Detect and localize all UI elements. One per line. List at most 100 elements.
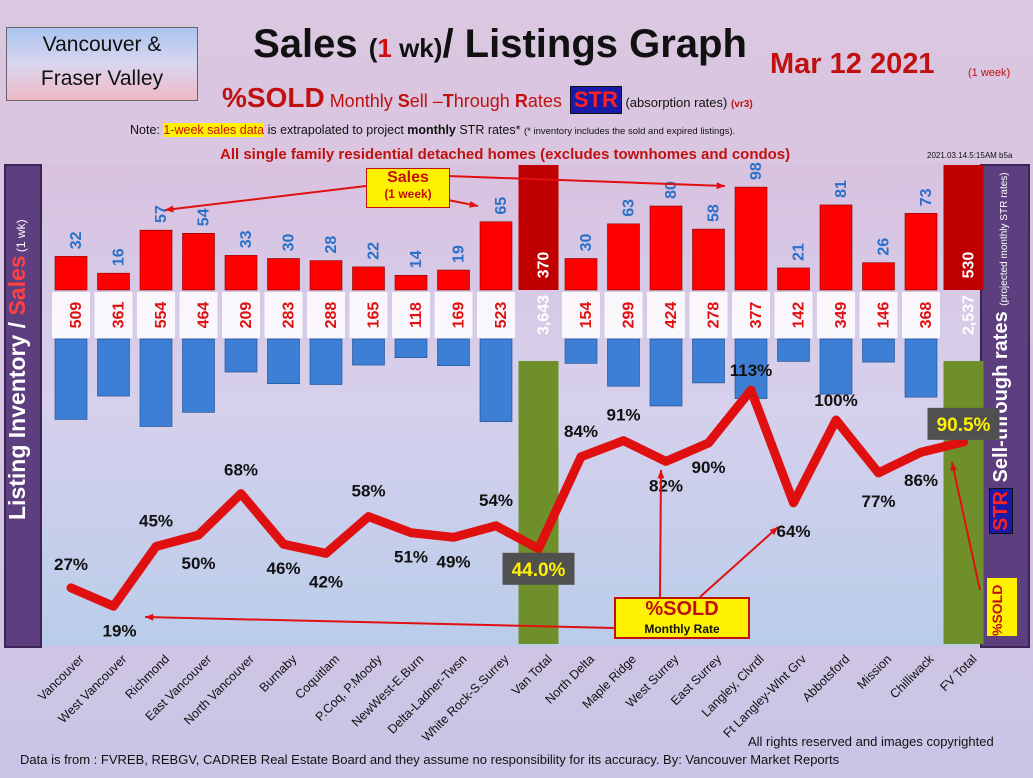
- sales-count-label: 65: [493, 197, 510, 215]
- inventory-label-bg: [137, 292, 175, 338]
- inventory-label-bg: [264, 292, 303, 338]
- pct-label: 50%: [181, 554, 215, 573]
- bar-sales: [649, 205, 683, 291]
- sales-count-label: 30: [578, 234, 595, 252]
- right-axis-sold-box: [987, 578, 1017, 636]
- bar-inventory: [862, 338, 895, 363]
- report-date: Mar 12 2021: [770, 48, 935, 80]
- inventory-label-bg: [477, 292, 515, 338]
- chart-scope: All single family residential detached h…: [220, 146, 790, 163]
- inventory-label-bg: [52, 292, 90, 338]
- bar-sales: [309, 260, 343, 291]
- pct-label: 91%: [606, 406, 640, 425]
- bar-inventory: [352, 338, 385, 366]
- subtitle-absorption: (absorption rates): [621, 95, 731, 110]
- timestamp: 2021.03.14.5:15AM b5a: [927, 151, 1013, 160]
- total-pct-box: [927, 407, 1000, 440]
- sales-count-label: 33: [238, 230, 255, 248]
- sold-annotation-sub: Monthly Rate: [644, 622, 720, 636]
- sales-count-label: 26: [876, 238, 893, 256]
- inventory-count-label: 209: [238, 302, 255, 329]
- pct-label: 27%: [54, 555, 88, 574]
- title-part-sales: Sales: [253, 22, 358, 66]
- bar-inventory: [97, 338, 130, 397]
- sales-count-label: 28: [323, 236, 340, 254]
- bar-inventory: [904, 338, 938, 398]
- title-part-open: (: [368, 33, 378, 63]
- inventory-count-label: 464: [196, 302, 213, 329]
- inventory-label-bg: [604, 292, 643, 338]
- sales-count-label: 16: [111, 248, 128, 266]
- bar-sales: [479, 221, 513, 291]
- chart-note: Note: 1-week sales data is extrapolated …: [130, 123, 735, 137]
- subtitle-text-4: ates: [527, 91, 562, 111]
- inventory-count-label: 154: [578, 302, 595, 329]
- bar-sales: [564, 258, 598, 291]
- sales-count-label: 80: [663, 181, 680, 199]
- bar-sales: [139, 229, 173, 291]
- annotation-arrow-line: [699, 526, 779, 598]
- inventory-count-label: 118: [408, 302, 425, 328]
- bar-sales-total: [518, 165, 559, 290]
- inventory-label-bg: [732, 292, 770, 338]
- note-text-c: STR rates*: [455, 123, 524, 137]
- pct-label: 68%: [224, 461, 258, 480]
- bar-inventory: [224, 338, 258, 373]
- sales-count-label: 32: [68, 231, 85, 249]
- bar-sales: [267, 258, 300, 291]
- note-footnote: (* inventory includes the sold and expir…: [523, 126, 736, 137]
- bar-sales: [692, 228, 725, 291]
- count-labels-group: 509 32 361 16 554 57 464 54 209 33 283 30 288 28 165 22…: [52, 162, 978, 338]
- inventory-label-bg: [392, 292, 430, 338]
- sales-count-label: 370: [536, 252, 553, 279]
- pct-label: 82%: [649, 476, 683, 495]
- sales-count-label: 73: [918, 188, 935, 206]
- inventory-label-bg: [179, 292, 218, 338]
- pct-label: 113%: [730, 361, 773, 380]
- inventory-label-bg: [859, 292, 898, 338]
- inventory-label-bg: [774, 292, 813, 338]
- inventory-label-bg: [94, 292, 133, 338]
- region-line-1: Vancouver &: [42, 33, 162, 56]
- region-label-box: Vancouver & Fraser Valley: [6, 27, 198, 101]
- bar-inventory: [394, 338, 428, 358]
- bar-inventory: [692, 338, 725, 384]
- inventory-count-label: 368: [918, 302, 935, 329]
- sales-count-label: 530: [961, 252, 978, 279]
- inventory-label-bg: [817, 292, 855, 338]
- subtitle-text-3: hrough: [453, 91, 515, 111]
- bar-inventory: [437, 338, 470, 367]
- inventory-count-label: 509: [68, 302, 85, 329]
- inventory-count-label: 169: [451, 302, 468, 329]
- sales-count-label: 19: [451, 245, 468, 263]
- annotation-arrow-line: [144, 616, 615, 629]
- pct-label: 19%: [102, 621, 136, 640]
- pct-label: 77%: [861, 492, 895, 511]
- scope-text-b: (excludes townhomes and condos): [540, 146, 791, 163]
- inventory-label-bg: [434, 292, 473, 338]
- annotation-arrow-head: [657, 470, 665, 479]
- inventory-count-label: 299: [621, 302, 638, 329]
- chart-subtitle: %SOLD Monthly Sell –Through Rates STR (ab…: [222, 82, 753, 114]
- bar-inventory: [139, 338, 173, 427]
- scope-text-a: All single family residential detached h…: [220, 146, 541, 163]
- bar-inventory-total: [518, 361, 559, 644]
- annotation-arrow-line: [951, 461, 981, 591]
- sales-annotation: Sales (1 week): [366, 168, 450, 208]
- bar-inventory: [54, 338, 88, 420]
- pct-label: 46%: [266, 559, 300, 578]
- pct-label: 42%: [309, 572, 343, 591]
- pct-label: 45%: [139, 512, 173, 531]
- str-badge: STR: [569, 86, 622, 114]
- inventory-count-label: 288: [323, 302, 340, 329]
- bar-inventory: [182, 338, 215, 413]
- pct-label: 51%: [394, 548, 428, 567]
- sales-count-label: 30: [281, 234, 298, 252]
- inventory-count-label: 3,643: [536, 295, 553, 335]
- total-pct-label: 90.5%: [937, 415, 991, 436]
- bar-sales: [777, 267, 810, 291]
- annotation-arrows: [144, 175, 981, 629]
- bar-sales: [97, 272, 130, 291]
- total-pct-label: 44.0%: [512, 560, 566, 581]
- subtitle-sold: %SOLD: [222, 82, 325, 113]
